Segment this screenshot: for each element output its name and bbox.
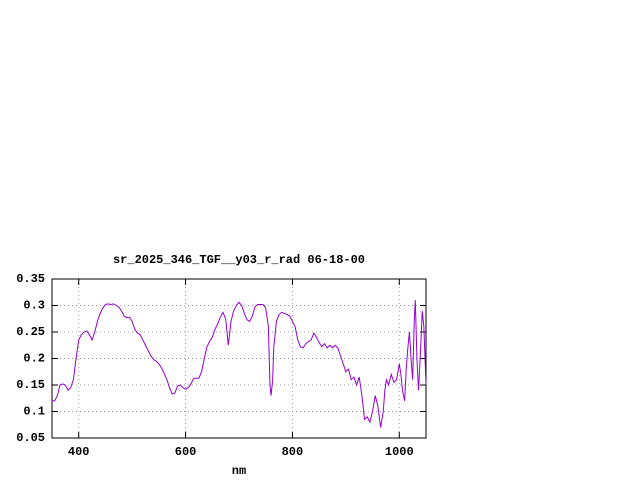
x-tick-label: 400	[68, 445, 90, 459]
y-tick-label: 0.2	[23, 352, 45, 366]
chart-title: sr_2025_346_TGF__y03_r_rad 06-18-00	[113, 253, 365, 267]
x-axis-label: nm	[232, 464, 246, 478]
x-tick-label: 1000	[385, 445, 414, 459]
y-tick-label: 0.1	[23, 405, 45, 419]
plot-frame	[51, 278, 427, 439]
y-tick-label: 0.35	[16, 272, 45, 286]
y-tick-label: 0.05	[16, 431, 45, 445]
y-tick-label: 0.15	[16, 378, 45, 392]
y-tick-label: 0.3	[23, 299, 45, 313]
x-tick-label: 600	[175, 445, 197, 459]
x-tick-label: 800	[282, 445, 304, 459]
data-line	[52, 300, 427, 428]
y-tick-label: 0.25	[16, 325, 45, 339]
